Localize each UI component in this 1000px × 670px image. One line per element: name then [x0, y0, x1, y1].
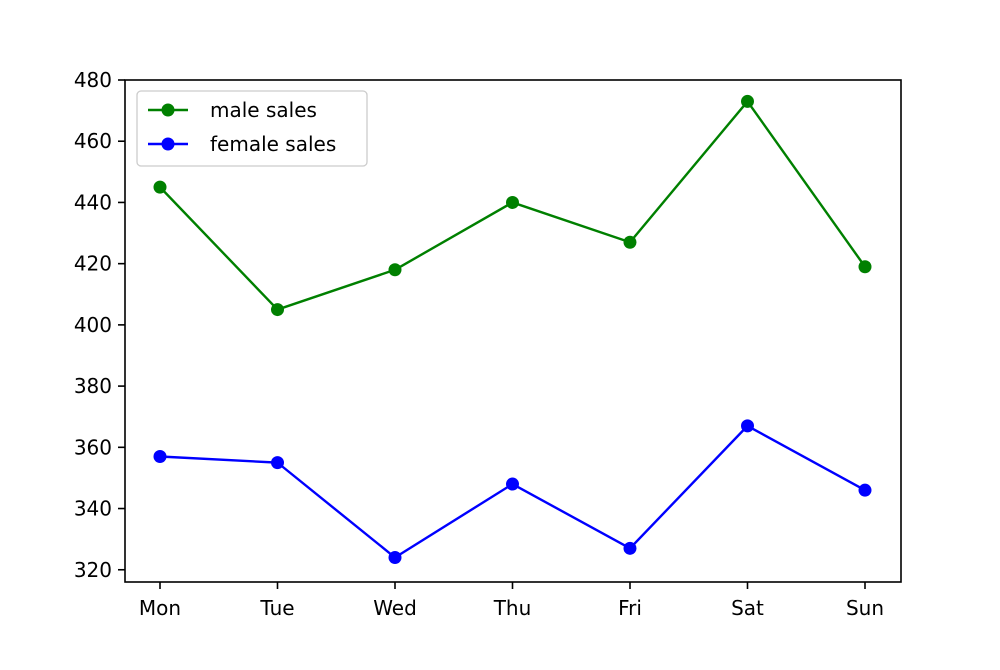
y-tick-label: 340 — [74, 497, 112, 521]
data-point-male-sales — [741, 94, 754, 108]
legend-marker-male-sales — [161, 103, 175, 117]
data-point-male-sales — [388, 263, 402, 277]
y-tick-label: 400 — [74, 313, 112, 337]
data-point-female-sales — [388, 551, 402, 565]
legend-marker-female-sales — [161, 137, 175, 151]
x-tick-label: Tue — [259, 596, 294, 620]
y-tick-label: 380 — [74, 374, 112, 398]
data-point-female-sales — [271, 456, 284, 470]
legend-label-female-sales: female sales — [210, 132, 336, 156]
data-point-female-sales — [506, 477, 519, 491]
data-point-male-sales — [271, 303, 284, 317]
data-point-male-sales — [623, 235, 637, 249]
y-tick-label: 360 — [74, 435, 112, 459]
x-tick-label: Mon — [139, 596, 181, 620]
legend-box — [136, 90, 368, 167]
data-point-female-sales — [153, 450, 167, 463]
y-tick-label: 320 — [74, 558, 112, 582]
legend: male sales female sales — [136, 90, 368, 167]
y-tick-label: 440 — [74, 190, 112, 214]
data-point-male-sales — [858, 260, 872, 274]
axes: 320 340 360 380 400 420 440 460 480 Mon Tue Wed Thu F… — [74, 68, 902, 620]
data-point-male-sales — [153, 180, 167, 194]
series-line-female-sales — [159, 424, 866, 559]
x-tick-label: Fri — [618, 596, 642, 620]
y-tick-label: 420 — [74, 252, 112, 276]
x-tick-label: Sat — [731, 596, 764, 620]
data-point-female-sales — [858, 483, 872, 497]
x-tick-label: Thu — [493, 596, 532, 620]
x-tick-label: Wed — [373, 596, 417, 620]
data-point-female-sales — [623, 541, 637, 555]
y-tick-label: 480 — [74, 68, 112, 92]
plot-area — [153, 94, 872, 565]
x-tick-label: Sun — [846, 596, 884, 620]
data-point-female-sales — [741, 419, 754, 433]
y-tick-label: 460 — [74, 129, 112, 153]
data-point-male-sales — [506, 195, 519, 209]
legend-label-male-sales: male sales — [210, 98, 317, 122]
